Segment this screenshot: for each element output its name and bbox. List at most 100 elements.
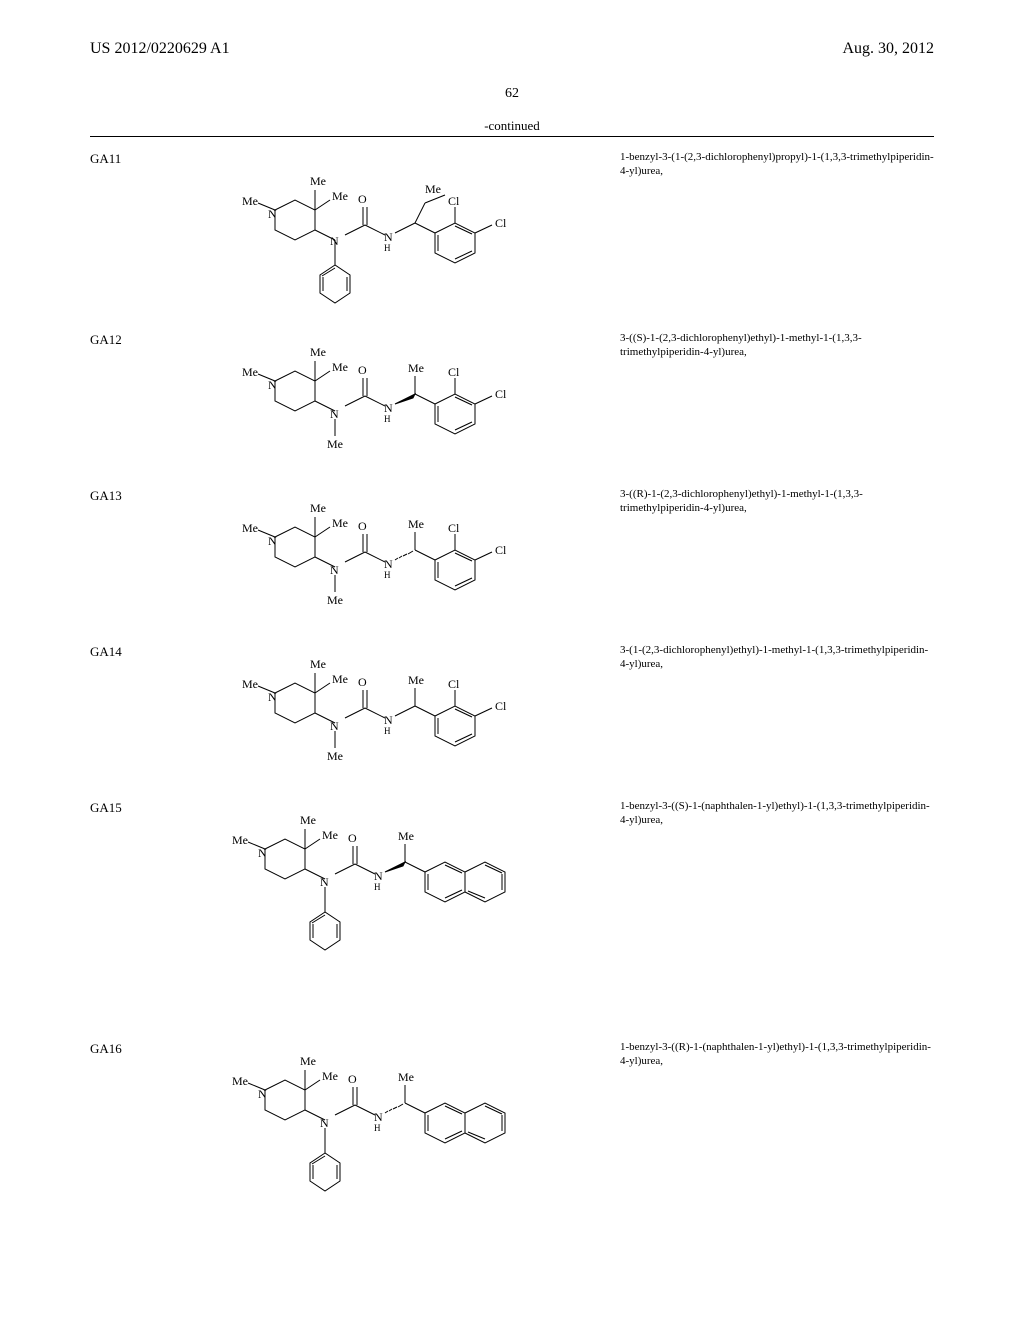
svg-text:H: H — [384, 414, 391, 424]
svg-text:H: H — [384, 570, 391, 580]
svg-text:Me: Me — [310, 345, 326, 359]
svg-text:Me: Me — [242, 521, 258, 535]
compound-code: GA13 — [90, 482, 170, 504]
svg-text:N: N — [268, 378, 277, 392]
compound-name: 1-benzyl-3-((R)-1-(naphthalen-1-yl)ethyl… — [610, 1035, 934, 1069]
svg-text:N: N — [258, 846, 267, 860]
chemical-structure: Me N Me Me O N N H Me — [170, 1035, 610, 1230]
svg-text:O: O — [358, 675, 367, 689]
svg-text:N: N — [330, 407, 339, 421]
svg-text:Me: Me — [327, 749, 343, 763]
svg-text:Me: Me — [408, 361, 424, 375]
compound-code: GA12 — [90, 326, 170, 348]
svg-text:Me: Me — [310, 174, 326, 188]
compound-name: 1-benzyl-3-(1-(2,3-dichlorophenyl)propyl… — [610, 145, 934, 179]
svg-text:O: O — [348, 831, 357, 845]
svg-text:Me: Me — [322, 1069, 338, 1083]
svg-text:Me: Me — [242, 677, 258, 691]
compound-table: GA11 — [90, 145, 934, 1236]
publication-date: Aug. 30, 2012 — [842, 40, 934, 58]
svg-text:Me: Me — [327, 437, 343, 451]
svg-text:Me: Me — [332, 672, 348, 686]
page-number: 62 — [90, 86, 934, 102]
svg-text:N: N — [384, 230, 393, 244]
svg-text:N: N — [330, 563, 339, 577]
svg-text:N: N — [268, 207, 277, 221]
chemical-structure: Me N Me Me O N N H Me Cl Cl — [170, 145, 610, 320]
structure-svg: Me N Me Me O N N H Me Cl Cl — [230, 145, 550, 320]
svg-text:N: N — [330, 234, 339, 248]
svg-text:Cl: Cl — [495, 699, 507, 713]
chemical-structure: Me N Me Me O N Me N H Me Cl Cl — [170, 326, 610, 476]
table-row: GA13 — [90, 482, 934, 632]
svg-text:Me: Me — [310, 501, 326, 515]
svg-text:Me: Me — [322, 828, 338, 842]
table-row: GA15 — [90, 794, 934, 989]
structure-svg: Me N Me Me O N Me N H Me Cl Cl — [230, 482, 550, 632]
structure-svg: Me N Me Me O N Me N H Me Cl Cl — [230, 326, 550, 476]
svg-text:N: N — [374, 1110, 383, 1124]
svg-text:Me: Me — [232, 833, 248, 847]
svg-text:Me: Me — [332, 189, 348, 203]
svg-text:Me: Me — [300, 813, 316, 827]
compound-name: 3-((R)-1-(2,3-dichlorophenyl)ethyl)-1-me… — [610, 482, 934, 516]
chemical-structure: Me N Me Me O N Me N H Me Cl Cl — [170, 482, 610, 632]
svg-text:Me: Me — [242, 194, 258, 208]
publication-number: US 2012/0220629 A1 — [90, 40, 230, 58]
svg-text:Me: Me — [425, 182, 441, 196]
compound-name: 3-((S)-1-(2,3-dichlorophenyl)ethyl)-1-me… — [610, 326, 934, 360]
svg-text:H: H — [374, 882, 381, 892]
svg-text:N: N — [268, 690, 277, 704]
compound-code: GA16 — [90, 1035, 170, 1057]
svg-text:Cl: Cl — [448, 677, 460, 691]
svg-text:H: H — [384, 243, 391, 253]
separator-line — [90, 136, 934, 137]
compound-code: GA15 — [90, 794, 170, 816]
svg-text:N: N — [384, 713, 393, 727]
svg-text:N: N — [320, 1116, 329, 1130]
chemical-structure: Me N Me Me O N N H Me — [170, 794, 610, 989]
svg-text:O: O — [348, 1072, 357, 1086]
svg-text:Me: Me — [300, 1054, 316, 1068]
svg-text:Cl: Cl — [448, 521, 460, 535]
svg-text:N: N — [330, 719, 339, 733]
svg-text:N: N — [268, 534, 277, 548]
compound-code: GA11 — [90, 145, 170, 167]
structure-svg: Me N Me Me O N N H Me — [220, 794, 560, 989]
svg-text:N: N — [258, 1087, 267, 1101]
table-row: GA16 — [90, 1035, 934, 1230]
patent-page: US 2012/0220629 A1 Aug. 30, 2012 62 -con… — [0, 0, 1024, 1320]
svg-text:N: N — [320, 875, 329, 889]
svg-text:Cl: Cl — [448, 365, 460, 379]
svg-text:Cl: Cl — [495, 216, 507, 230]
svg-text:Cl: Cl — [495, 543, 507, 557]
structure-svg: Me N Me Me O N Me N H Me Cl Cl — [230, 638, 550, 788]
svg-text:Me: Me — [408, 517, 424, 531]
continued-label: -continued — [90, 118, 934, 134]
svg-text:Me: Me — [332, 360, 348, 374]
svg-text:Me: Me — [408, 673, 424, 687]
svg-text:Cl: Cl — [495, 387, 507, 401]
svg-text:Cl: Cl — [448, 194, 460, 208]
svg-text:Me: Me — [332, 516, 348, 530]
svg-text:Me: Me — [327, 593, 343, 607]
svg-text:O: O — [358, 519, 367, 533]
svg-text:O: O — [358, 192, 367, 206]
svg-text:H: H — [374, 1123, 381, 1133]
page-header: US 2012/0220629 A1 Aug. 30, 2012 — [90, 40, 934, 58]
table-row: GA11 — [90, 145, 934, 320]
svg-text:Me: Me — [398, 1070, 414, 1084]
svg-text:N: N — [384, 557, 393, 571]
svg-text:Me: Me — [242, 365, 258, 379]
svg-text:Me: Me — [232, 1074, 248, 1088]
compound-code: GA14 — [90, 638, 170, 660]
table-row: GA14 — [90, 638, 934, 788]
structure-svg: Me N Me Me O N N H Me — [220, 1035, 560, 1230]
svg-text:O: O — [358, 363, 367, 377]
compound-name: 3-(1-(2,3-dichlorophenyl)ethyl)-1-methyl… — [610, 638, 934, 672]
svg-text:H: H — [384, 726, 391, 736]
chemical-structure: Me N Me Me O N Me N H Me Cl Cl — [170, 638, 610, 788]
svg-text:N: N — [374, 869, 383, 883]
table-row: GA12 — [90, 326, 934, 476]
svg-text:N: N — [384, 401, 393, 415]
